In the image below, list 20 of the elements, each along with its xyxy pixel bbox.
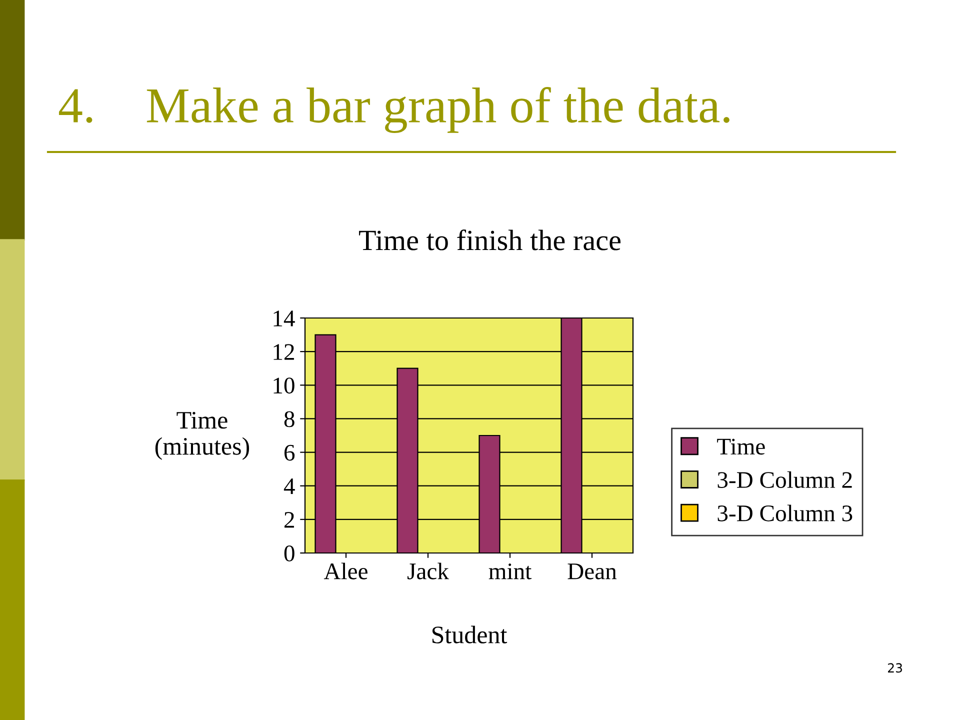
x-tick-label: mint (488, 563, 532, 580)
legend-label: 3-D Column 3 (718, 504, 852, 522)
y-tick-label: 10 (274, 378, 294, 394)
y-tick-label: 4 (284, 478, 295, 494)
legend-label: 3-D Column 2 (718, 471, 852, 488)
chart-title: 4. Make a bar graph of the data. (58, 87, 730, 133)
x-axis-title: Student (432, 626, 508, 644)
y-tick-label: 12 (274, 344, 294, 360)
x-tick-label: Jack (408, 562, 449, 580)
chart-subtitle: Time to finish the race (359, 229, 620, 250)
y-tick-label: 14 (274, 310, 295, 326)
y-tick-label: 8 (284, 411, 294, 428)
y-tick-label: 2 (284, 512, 294, 528)
y-tick-label: 0 (284, 545, 294, 562)
y-axis-title: Time (minutes) (155, 412, 250, 460)
x-tick-label: Alee (324, 562, 368, 580)
x-tick-label: Dean (568, 564, 617, 580)
y-tick-label: 6 (284, 444, 295, 461)
text: 23 (888, 663, 902, 673)
legend-label: Time (717, 438, 765, 455)
